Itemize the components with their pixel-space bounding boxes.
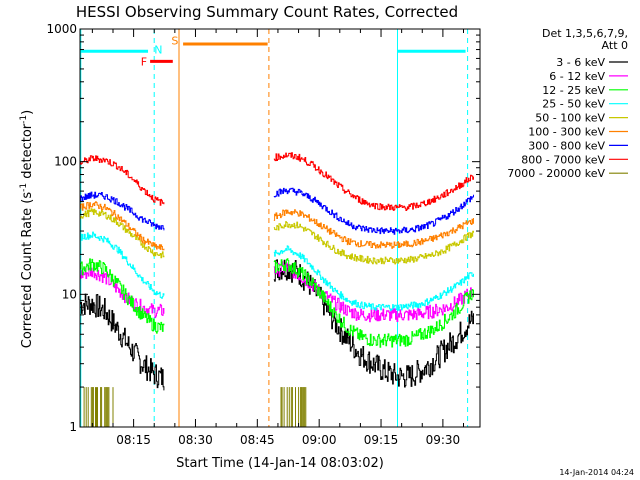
series-line (273, 221, 474, 265)
series-layer (79, 152, 474, 427)
legend-label: 300 - 800 keV (528, 139, 605, 152)
series-2 (80, 258, 474, 348)
flag-label: N (154, 44, 162, 57)
x-axis-label: Start Time (14-Jan-14 08:03:02) (176, 456, 384, 471)
series-line (80, 293, 165, 391)
series-line (273, 187, 474, 235)
series-line (80, 191, 165, 231)
x-tick-label: 09:30 (426, 433, 461, 447)
series-line (80, 267, 165, 319)
series-line (80, 155, 165, 206)
y-axis-label: Corrected Count Rate (s-1 detector-1) (19, 110, 35, 348)
flag-label: S (171, 34, 178, 47)
legend-label: 800 - 7000 keV (521, 153, 605, 166)
chart-title: HESSI Observing Summary Count Rates, Cor… (76, 3, 458, 21)
series-7 (80, 152, 474, 211)
x-tick-label: 08:45 (240, 433, 275, 447)
series-4 (80, 208, 474, 265)
x-tick-label: 08:15 (116, 433, 151, 447)
legend-label: 7000 - 20000 keV (507, 167, 605, 180)
series-6 (80, 187, 474, 235)
y-tick-label: 10 (62, 287, 77, 301)
y-tick-label: 1 (69, 420, 77, 434)
series-line (80, 201, 165, 251)
plot-background (80, 29, 469, 427)
x-axis: 08:15 08:30 08:45 09:00 09:15 09:30 (91, 29, 465, 447)
y-tick-label: 1000 (46, 22, 77, 36)
x-tick-label: 08:30 (178, 433, 213, 447)
flag-label: F (141, 55, 147, 68)
series-0 (80, 259, 474, 391)
series-line (273, 258, 474, 348)
plot-frame (79, 28, 481, 428)
series-3 (80, 231, 474, 312)
generation-timestamp: 14-Jan-2014 04:24 (559, 468, 634, 477)
x-tick-label: 09:15 (364, 433, 399, 447)
flag-layer: NS F (80, 34, 466, 68)
legend-label: 50 - 100 keV (535, 112, 605, 125)
series-line (80, 258, 165, 334)
y-axis: 1 10 100 1000 (46, 22, 480, 434)
series-line (80, 231, 165, 299)
series-line (80, 208, 165, 259)
legend-header-line-1: Det 1,3,5,6,7,9, (542, 27, 628, 40)
legend-label: 6 - 12 keV (549, 70, 605, 83)
legend-header-line-2: Att 0 (602, 39, 628, 52)
y-tick-label: 100 (54, 155, 77, 169)
series-line (273, 152, 474, 211)
series-line (273, 245, 474, 312)
series-olive-spikes (79, 387, 307, 427)
legend-label: 3 - 6 keV (556, 56, 605, 69)
series-line (273, 209, 474, 249)
legend-label: 25 - 50 keV (542, 98, 605, 111)
legend-label: 100 - 300 keV (528, 126, 605, 139)
legend-label: 12 - 25 keV (542, 84, 605, 97)
x-tick-label: 09:00 (302, 433, 337, 447)
series-5 (80, 201, 474, 251)
